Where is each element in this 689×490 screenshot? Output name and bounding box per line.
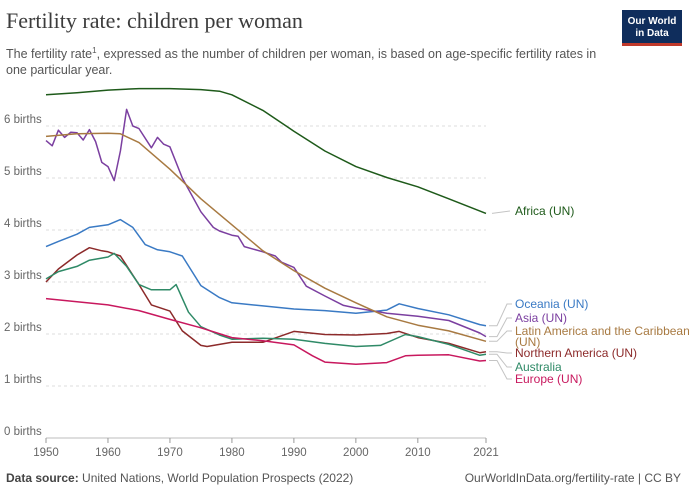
x-tick-label: 1980	[219, 447, 245, 459]
chart-subtitle: The fertility rate1, expressed as the nu…	[6, 43, 606, 78]
line-label[interactable]: Africa (UN)	[515, 204, 574, 218]
y-tick-label: 1 births	[4, 374, 42, 386]
footer-link: OurWorldInData.org/fertility-rate | CC B…	[465, 471, 681, 485]
footnote-marker[interactable]: 1	[92, 46, 97, 55]
line-label[interactable]: Australia	[515, 360, 562, 374]
label-connector	[489, 351, 512, 354]
y-tick-label: 0 births	[4, 426, 42, 438]
owid-logo[interactable]: Our World in Data	[622, 10, 682, 46]
chart-title: Fertility rate: children per woman	[6, 8, 303, 33]
label-connector	[489, 360, 512, 380]
series-line-6[interactable]	[45, 297, 487, 365]
logo-accent	[622, 43, 682, 46]
label-connectors	[489, 210, 512, 380]
x-tick-label: 2010	[405, 447, 431, 459]
label-connector	[489, 330, 512, 342]
y-tick-label: 2 births	[4, 322, 42, 334]
subtitle-text: The fertility rate	[6, 47, 93, 62]
x-tick-label: 1950	[33, 447, 59, 459]
license-text: | CC BY	[634, 471, 681, 485]
chart-lines	[45, 87, 487, 365]
series-line-3[interactable]	[45, 132, 487, 343]
label-connector	[489, 317, 512, 338]
series-line-5[interactable]	[45, 252, 487, 357]
line-label[interactable]: Northern America (UN)	[515, 346, 637, 360]
y-tick-label: 4 births	[4, 218, 42, 230]
label-connector	[491, 210, 511, 214]
y-tick-label: 3 births	[4, 270, 42, 282]
series-line-2[interactable]	[45, 108, 487, 338]
url-link[interactable]: OurWorldInData.org/fertility-rate	[464, 471, 635, 485]
line-label[interactable]: Oceania (UN)	[515, 297, 588, 311]
x-tick-label: 2000	[343, 447, 369, 459]
label-connector	[489, 353, 512, 368]
logo-line2: in Data	[635, 28, 669, 39]
chart-grid: 0 births 1 births 2 births 3 births 4 births…	[4, 114, 486, 439]
line-label[interactable]: Asia (UN)	[515, 311, 567, 325]
line-label[interactable]: Europe (UN)	[515, 372, 582, 386]
line-chart: 0 births 1 births 2 births 3 births 4 births…	[4, 87, 689, 459]
x-tick-label: 1990	[281, 447, 307, 459]
series-line-4[interactable]	[45, 246, 487, 354]
y-tick-label: 6 births	[4, 114, 42, 126]
series-line-1[interactable]	[45, 218, 487, 327]
line-label[interactable]: (UN)	[515, 335, 540, 349]
x-tick-label: 1960	[95, 447, 121, 459]
logo-line1: Our World	[627, 16, 677, 27]
y-tick-label: 5 births	[4, 166, 42, 178]
subtitle-text-cont: , expressed as the number of children pe…	[6, 47, 597, 78]
line-end-labels: Africa (UN) Oceania (UN)Asia (UN)Latin Am…	[515, 204, 689, 386]
series-line-0[interactable]	[45, 87, 487, 215]
label-connector	[489, 303, 512, 327]
x-tick-label: 2021	[473, 447, 499, 459]
line-label[interactable]: Latin America and the Caribbean	[515, 324, 689, 338]
source-text: United Nations, World Population Prospec…	[78, 471, 354, 485]
x-tick-label: 1970	[157, 447, 183, 459]
x-axis: 1950 1960 1970 1980 1990 2000 2010 2021	[33, 438, 499, 459]
source-label: Data source:	[6, 471, 79, 485]
data-source: Data source: United Nations, World Popul…	[6, 471, 353, 485]
